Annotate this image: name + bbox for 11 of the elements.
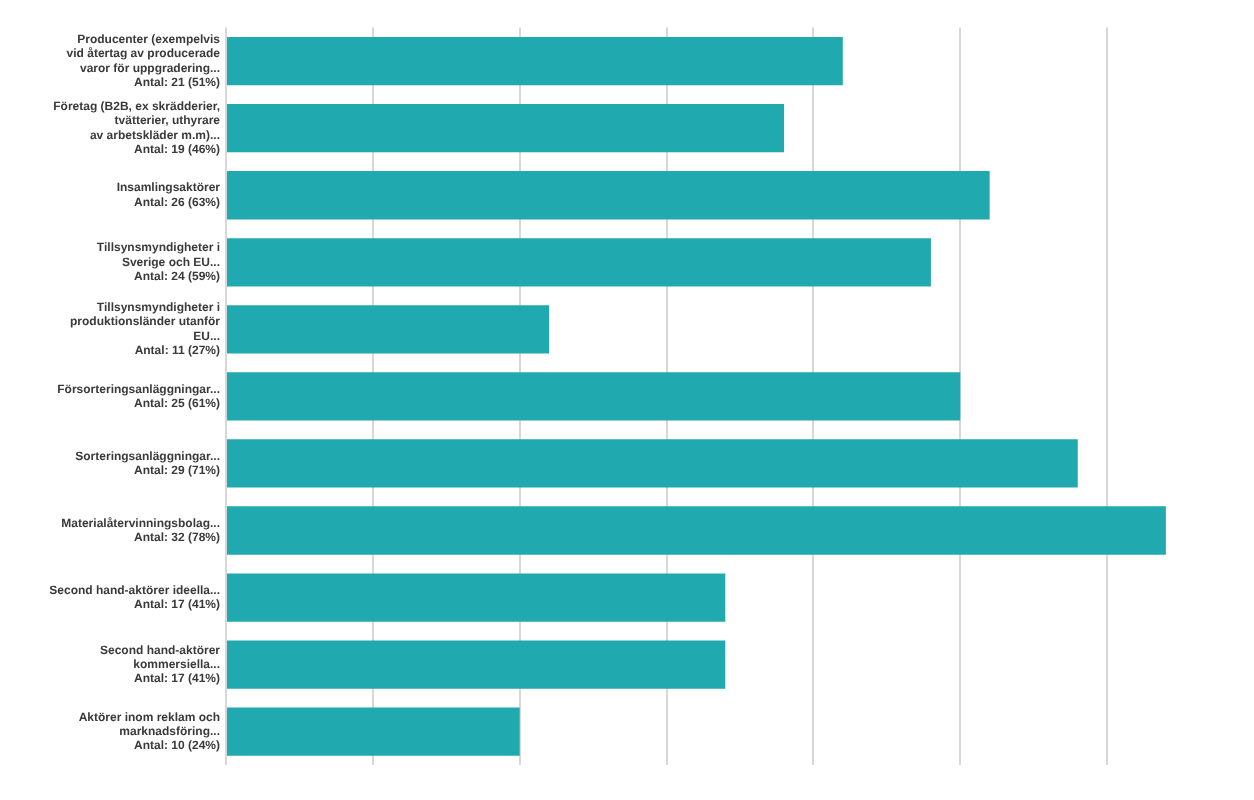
bar bbox=[227, 439, 1078, 488]
bar bbox=[227, 640, 726, 689]
bar bbox=[227, 36, 843, 86]
bar bbox=[227, 171, 990, 220]
bar bbox=[227, 305, 550, 354]
bar bbox=[227, 104, 785, 153]
bar bbox=[227, 372, 961, 421]
bar bbox=[227, 238, 931, 287]
bar bbox=[227, 707, 520, 756]
bar bbox=[227, 573, 726, 622]
bar bbox=[227, 506, 1166, 555]
